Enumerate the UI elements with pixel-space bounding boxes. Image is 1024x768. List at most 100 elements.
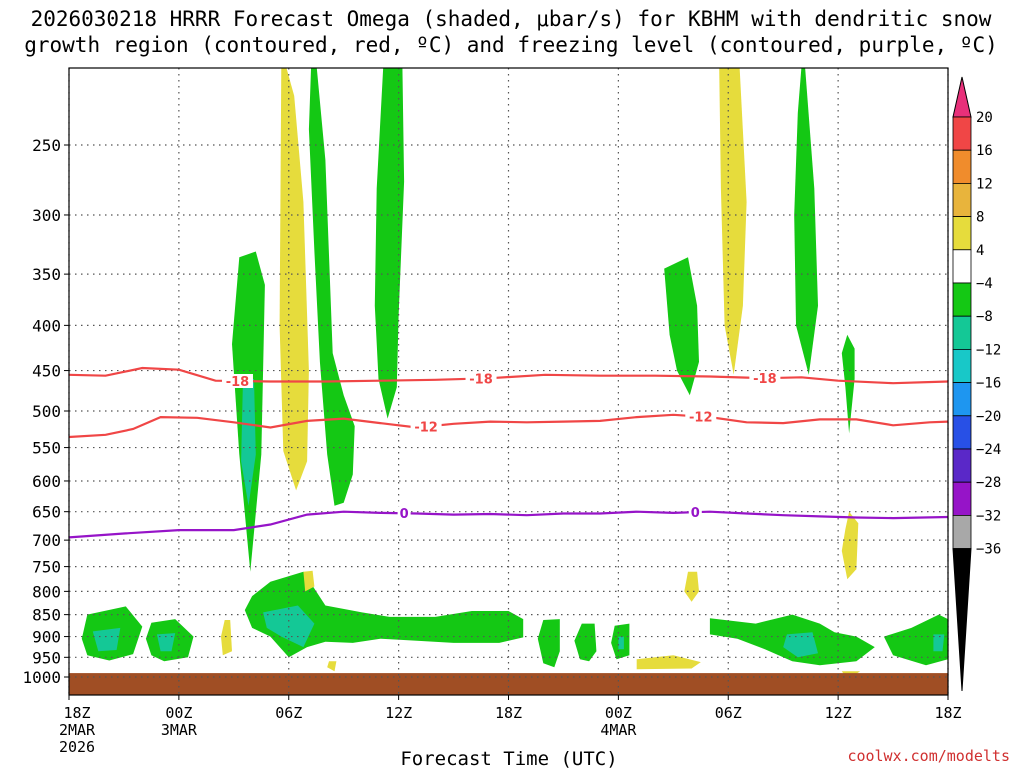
ground-surface [69, 673, 948, 695]
contour-label-bg [221, 373, 253, 388]
colorbar-label-8: −16 [976, 376, 1001, 392]
y-tick-900: 900 [32, 628, 61, 647]
pressure-axis-ticks: 250 300 350 400 450 500 550 600 650 700 750 800 850 9… [22, 136, 69, 687]
colorbar-segment-6 [952, 282, 972, 317]
colorbar-label-3: 8 [976, 210, 984, 226]
colorbar-segment-1 [952, 116, 972, 151]
omega-region-17 [303, 570, 315, 592]
y-tick-800: 800 [32, 582, 61, 601]
omega-region-24 [684, 571, 699, 602]
colorbar-segment-13 [952, 515, 972, 550]
temperature-contours: -18 -18 -18 -12 -12 0 0 [69, 366, 948, 539]
omega-region-13 [156, 633, 176, 652]
contour-label-bg [397, 506, 411, 521]
colorbar-segment-3 [952, 182, 972, 217]
omega-region-9 [841, 511, 859, 580]
omega-region-3 [308, 68, 355, 506]
omega-region-26 [783, 632, 818, 658]
y-tick-700: 700 [32, 531, 61, 550]
colorbar-segment-12 [952, 481, 972, 516]
y-tick-400: 400 [32, 316, 61, 335]
colorbar-label-11: −28 [976, 475, 1001, 491]
colorbar-segment-8 [952, 348, 972, 383]
x-tick-42-line-0: 12Z [825, 704, 852, 722]
omega-region-7 [664, 257, 699, 396]
contour-label-bg [688, 505, 702, 520]
contour-label--12: -12 [414, 421, 438, 436]
omega-region-23 [636, 655, 701, 670]
colorbar-segment-10 [952, 415, 972, 450]
x-tick-6-line-1: 3MAR [161, 721, 198, 739]
x-tick-30-line-1: 4MAR [600, 721, 637, 739]
contour-label--18: -18 [226, 375, 250, 390]
x-tick-0-line-2: 2026 [59, 738, 95, 756]
x-tick-0-line-0: 18Z [63, 704, 90, 722]
colorbar-label-4: 4 [976, 243, 984, 259]
contour-label-0: 0 [691, 506, 700, 521]
y-tick-750: 750 [32, 558, 61, 577]
contour-label-bg [685, 409, 717, 424]
x-tick-48-line-0: 18Z [934, 704, 961, 722]
omega-region-5 [719, 68, 747, 375]
x-tick-6-line-0: 00Z [165, 704, 192, 722]
x-tick-24-line-0: 18Z [495, 704, 522, 722]
omega-region-28 [933, 634, 945, 652]
contour-line--12 [69, 413, 948, 439]
omega-region-19 [537, 619, 560, 668]
x-axis-label: Forecast Time (UTC) [400, 748, 617, 768]
y-tick-250: 250 [32, 136, 61, 155]
contour-label-0: 0 [400, 507, 409, 522]
omega-region-6 [794, 68, 818, 375]
chart-title-line-1: 2026030218 HRRR Forecast Omega (shaded, … [31, 7, 992, 31]
omega-region-27 [883, 614, 948, 666]
colorbar-bottom-arrow [952, 548, 972, 692]
y-tick-300: 300 [32, 206, 61, 225]
y-tick-350: 350 [32, 265, 61, 284]
grid-lines [68, 68, 949, 695]
colorbar-label-0: 20 [976, 110, 993, 126]
y-tick-950: 950 [32, 648, 61, 667]
colorbar-label-12: −32 [976, 508, 1001, 524]
omega-shading [81, 68, 948, 674]
colorbar-label-1: 16 [976, 143, 993, 159]
omega-region-4 [374, 68, 405, 419]
colorbar-segment-2 [952, 149, 972, 184]
x-tick-18-line-0: 12Z [385, 704, 412, 722]
omega-region-8 [841, 334, 855, 434]
contour-label-bg [410, 419, 442, 434]
y-tick-1000: 1000 [22, 668, 61, 687]
y-tick-650: 650 [32, 503, 61, 522]
colorbar-top-arrow [952, 76, 972, 118]
y-tick-850: 850 [32, 606, 61, 625]
colorbar-segment-5 [952, 249, 972, 284]
x-tick-30-line-0: 00Z [605, 704, 632, 722]
x-tick-0-line-1: 2MAR [59, 721, 96, 739]
colorbar-segment-9 [952, 382, 972, 417]
colorbar-label-6: −8 [976, 309, 993, 325]
colorbar-legend: 20 16 12 8 4 −4 −8 −12 −16 −20 −24 −28 −32 −36 [952, 76, 1001, 692]
colorbar-label-10: −24 [976, 442, 1001, 458]
omega-region-15 [244, 571, 524, 658]
omega-region-18 [327, 661, 337, 672]
colorbar-segment-7 [952, 315, 972, 350]
omega-region-11 [92, 627, 121, 652]
colorbar-segment-4 [952, 216, 972, 251]
contour-label--18: -18 [753, 372, 777, 387]
colorbar-label-13: −36 [976, 542, 1001, 558]
chart-title-line-2: growth region (contoured, red, ºC) and f… [24, 33, 998, 57]
omega-region-20 [574, 623, 597, 662]
x-tick-12-line-0: 06Z [275, 704, 302, 722]
contour-label--12: -12 [689, 411, 713, 426]
y-tick-600: 600 [32, 472, 61, 491]
y-tick-450: 450 [32, 362, 61, 381]
colorbar-label-9: −20 [976, 409, 1001, 425]
contour-label--18: -18 [469, 372, 493, 387]
x-tick-36-line-0: 06Z [715, 704, 742, 722]
contour-label-bg [465, 371, 497, 386]
ground-fill [69, 673, 948, 695]
omega-region-22 [618, 636, 624, 650]
colorbar-segment-11 [952, 448, 972, 483]
contour-label-bg [749, 371, 781, 386]
